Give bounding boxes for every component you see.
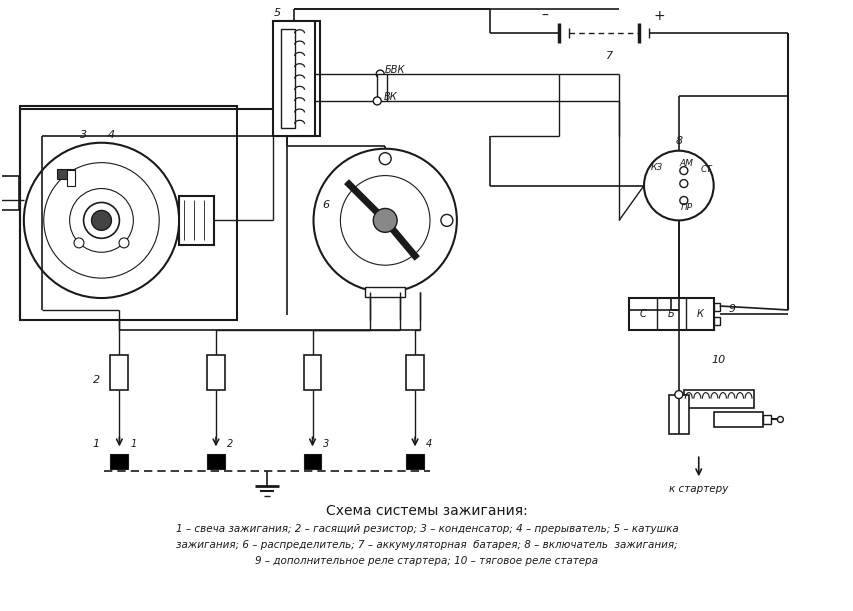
Bar xyxy=(276,21,320,136)
Bar xyxy=(110,455,128,469)
Circle shape xyxy=(119,238,129,248)
Text: 1 – свеча зажигания; 2 – гасящий резистор; 3 – конденсатор; 4 – прерыватель; 5 –: 1 – свеча зажигания; 2 – гасящий резисто… xyxy=(176,524,677,534)
Text: 3: 3 xyxy=(323,439,329,449)
Text: 3: 3 xyxy=(80,130,87,140)
Text: зажигания; 6 – распределитель; 7 – аккумуляторная  батарея; 8 – включатель  зажи: зажигания; 6 – распределитель; 7 – аккум… xyxy=(176,540,677,550)
Circle shape xyxy=(379,153,391,164)
Text: 2: 2 xyxy=(93,375,100,385)
Text: 1: 1 xyxy=(93,439,100,449)
Circle shape xyxy=(776,417,782,422)
Bar xyxy=(406,355,424,390)
Text: Б: Б xyxy=(667,309,674,319)
Text: 7: 7 xyxy=(605,51,612,61)
Bar xyxy=(56,169,74,178)
Bar xyxy=(763,414,770,425)
Circle shape xyxy=(376,70,384,78)
Bar xyxy=(377,74,386,101)
Text: 2: 2 xyxy=(227,439,233,449)
Text: 8: 8 xyxy=(675,136,682,146)
Bar xyxy=(365,287,404,297)
Text: Схема системы зажигания:: Схема системы зажигания: xyxy=(326,504,527,518)
Bar xyxy=(281,29,294,128)
Text: АМ: АМ xyxy=(679,159,693,168)
Text: К: К xyxy=(695,309,702,319)
Text: ВК: ВК xyxy=(383,92,397,102)
Circle shape xyxy=(373,208,397,232)
Bar xyxy=(713,412,763,428)
Circle shape xyxy=(679,197,687,205)
Circle shape xyxy=(70,189,133,252)
Text: 10: 10 xyxy=(711,355,725,365)
Text: 1: 1 xyxy=(130,439,136,449)
Circle shape xyxy=(373,97,380,105)
Bar xyxy=(668,395,688,434)
Text: 4: 4 xyxy=(107,130,115,140)
Circle shape xyxy=(674,390,682,398)
Text: КЗ: КЗ xyxy=(650,163,662,172)
Bar xyxy=(0,175,19,210)
Bar xyxy=(179,196,214,245)
Circle shape xyxy=(91,210,111,230)
Circle shape xyxy=(44,163,159,278)
Text: С: С xyxy=(639,309,646,319)
Bar xyxy=(272,21,314,136)
Bar xyxy=(713,317,719,325)
Bar xyxy=(303,455,321,469)
Bar xyxy=(629,298,713,330)
Text: БВК: БВК xyxy=(385,65,405,75)
Bar xyxy=(67,170,74,186)
Text: СТ: СТ xyxy=(700,165,711,174)
Circle shape xyxy=(24,143,179,298)
Text: 9 – дополнительное реле стартера; 10 – тяговое реле статера: 9 – дополнительное реле стартера; 10 – т… xyxy=(255,556,598,566)
Circle shape xyxy=(313,148,456,292)
Bar xyxy=(683,390,752,408)
Text: ПР: ПР xyxy=(680,203,692,212)
Circle shape xyxy=(440,214,452,226)
Bar xyxy=(206,355,224,390)
Circle shape xyxy=(679,167,687,175)
Text: 9: 9 xyxy=(728,304,734,314)
Bar xyxy=(303,355,321,390)
Bar xyxy=(206,455,224,469)
Text: 4: 4 xyxy=(426,439,432,449)
Circle shape xyxy=(679,180,687,188)
Text: к стартеру: к стартеру xyxy=(668,484,728,494)
Bar xyxy=(406,455,424,469)
Circle shape xyxy=(643,151,713,221)
Circle shape xyxy=(340,175,429,265)
Circle shape xyxy=(74,238,84,248)
Text: –: – xyxy=(541,9,548,23)
Text: 6: 6 xyxy=(322,200,328,210)
Text: 5: 5 xyxy=(274,9,281,18)
Text: +: + xyxy=(653,9,664,23)
Bar xyxy=(110,355,128,390)
Bar xyxy=(713,303,719,311)
Bar xyxy=(20,106,236,320)
Circle shape xyxy=(84,202,119,238)
